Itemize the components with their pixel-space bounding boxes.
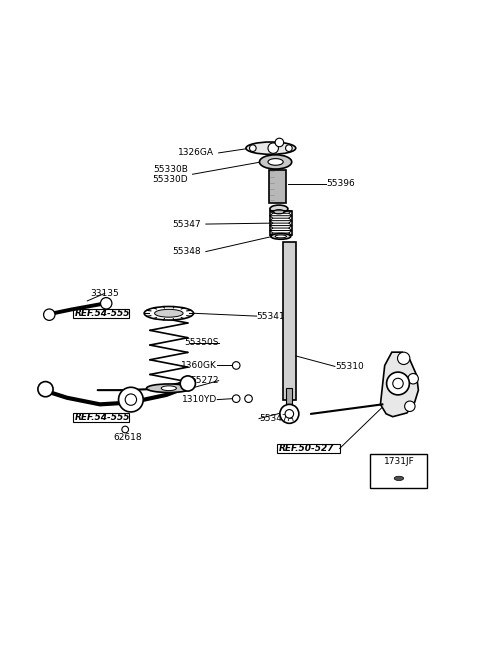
- Circle shape: [232, 362, 240, 369]
- Polygon shape: [381, 352, 419, 417]
- Circle shape: [393, 379, 403, 388]
- Circle shape: [275, 138, 284, 147]
- Ellipse shape: [270, 205, 288, 213]
- Text: REF.50-527: REF.50-527: [279, 444, 335, 453]
- FancyBboxPatch shape: [72, 413, 130, 422]
- Ellipse shape: [155, 309, 183, 317]
- Text: 1326GA: 1326GA: [178, 149, 214, 157]
- Text: 55396: 55396: [326, 179, 355, 188]
- Text: 55272: 55272: [190, 376, 219, 385]
- Ellipse shape: [144, 307, 193, 320]
- Ellipse shape: [394, 476, 404, 481]
- Circle shape: [285, 409, 294, 418]
- Ellipse shape: [275, 235, 287, 238]
- Circle shape: [250, 145, 256, 151]
- Circle shape: [232, 395, 240, 402]
- Circle shape: [405, 401, 415, 411]
- Text: 55341: 55341: [257, 312, 285, 320]
- FancyBboxPatch shape: [286, 388, 292, 411]
- FancyBboxPatch shape: [276, 444, 340, 453]
- Ellipse shape: [260, 155, 292, 169]
- Circle shape: [119, 387, 143, 412]
- Text: 55310: 55310: [335, 362, 364, 371]
- Circle shape: [280, 404, 299, 423]
- Circle shape: [397, 352, 410, 364]
- Text: 55348: 55348: [172, 247, 201, 256]
- Text: 55330B
55330D: 55330B 55330D: [152, 164, 188, 184]
- Ellipse shape: [268, 159, 283, 165]
- Circle shape: [386, 372, 409, 395]
- Circle shape: [44, 309, 55, 320]
- Ellipse shape: [246, 142, 296, 155]
- Text: 33135: 33135: [90, 289, 119, 298]
- Circle shape: [408, 373, 419, 384]
- Text: REF.54-555: REF.54-555: [75, 309, 131, 318]
- Text: 55350S: 55350S: [184, 338, 219, 347]
- Ellipse shape: [161, 386, 177, 390]
- FancyBboxPatch shape: [283, 242, 296, 400]
- Circle shape: [245, 395, 252, 402]
- Circle shape: [38, 382, 53, 397]
- Text: 1310YD: 1310YD: [182, 395, 217, 404]
- Ellipse shape: [146, 384, 191, 392]
- FancyBboxPatch shape: [72, 309, 130, 318]
- Text: 1731JF: 1731JF: [384, 457, 415, 466]
- Text: 55347: 55347: [172, 219, 201, 229]
- Circle shape: [268, 143, 278, 153]
- Circle shape: [180, 376, 195, 391]
- Text: 55347A: 55347A: [259, 414, 294, 423]
- Text: 1360GK: 1360GK: [181, 361, 217, 370]
- FancyBboxPatch shape: [269, 170, 286, 203]
- Circle shape: [122, 426, 129, 433]
- Ellipse shape: [271, 234, 291, 239]
- Circle shape: [125, 394, 137, 405]
- Ellipse shape: [274, 210, 284, 214]
- Text: REF.54-555: REF.54-555: [75, 413, 131, 422]
- FancyBboxPatch shape: [371, 454, 427, 488]
- Circle shape: [286, 145, 292, 151]
- Circle shape: [100, 297, 112, 309]
- Text: 62618: 62618: [113, 433, 142, 442]
